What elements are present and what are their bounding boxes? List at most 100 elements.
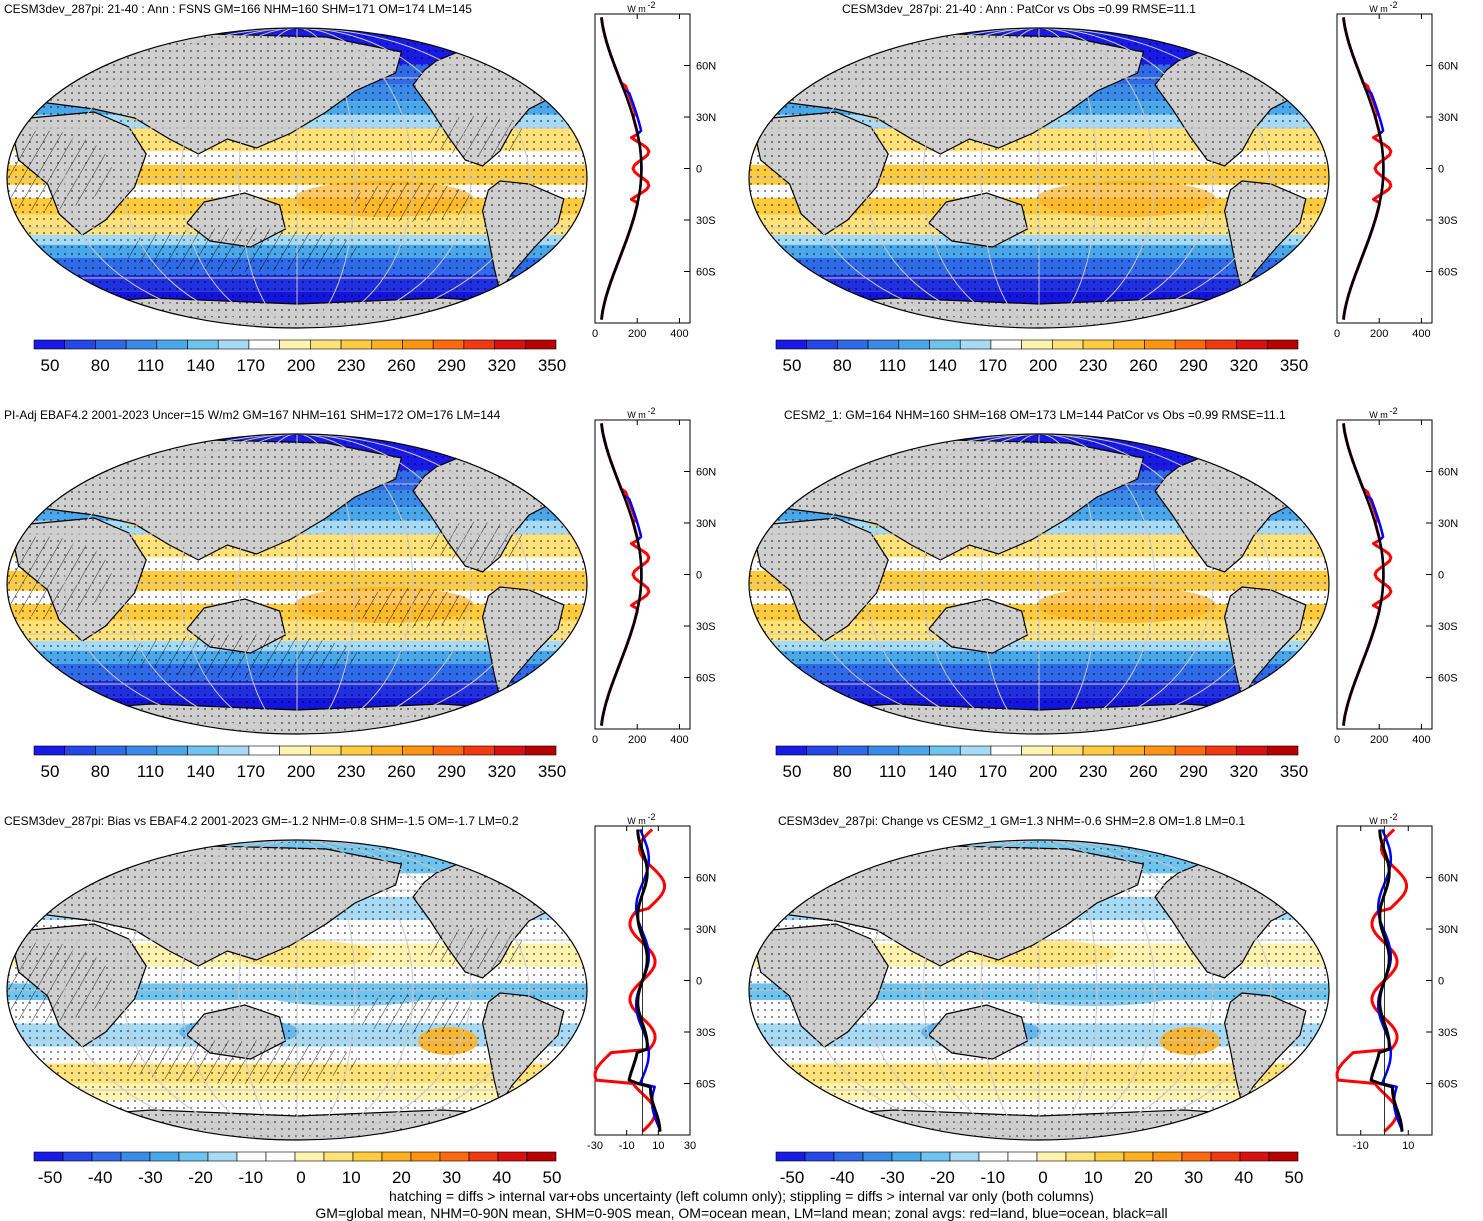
graticule-meridian [238,434,298,734]
colorbar-swatch [1123,1151,1154,1162]
colorbar-tick-label: 20 [1134,1168,1153,1187]
zonal-mean-plot: W m -2 0 200 400 60N 30N 0 30S 60S [592,0,716,340]
colorbar-swatch [1113,339,1145,350]
zonal-x-tick-label: 10 [1402,1140,1414,1152]
graticule-meridian [1038,28,1098,328]
panel-title: PI-Adj EBAF4.2 2001-2023 Uncer=15 W/m2 G… [4,408,501,422]
colorbar-swatch [439,1151,470,1162]
zonal-lat-label: 30S [1438,215,1458,227]
colorbar-swatch [33,745,66,756]
graticule-meridian [1038,840,1098,1140]
zonal-lat-label: 0 [696,976,702,988]
hatch-region [119,634,359,678]
zonal-x-tick-label: 0 [1334,328,1340,340]
colorbar-tick-label: 80 [833,762,852,781]
zonal-unit-label: W m [1369,4,1388,14]
colorbar-swatch [867,745,900,756]
colorbar-swatch [33,1151,64,1162]
zonal-lat-label: 30N [1438,518,1458,530]
colorbar-tick-label: 230 [337,356,365,375]
map-field [7,434,587,734]
colorbar-tick-label: 260 [387,762,415,781]
graticule-meridian [296,840,530,1140]
colorbar-swatch [1268,1151,1299,1162]
graticule-meridian [238,840,298,1140]
colorbar-swatch [248,745,280,756]
colorbar-swatch [929,339,961,350]
hatching [7,522,527,678]
colorbar-swatch [524,339,557,350]
map-field [7,840,587,1140]
colorbar-swatch [898,339,930,350]
graticule [7,840,587,1140]
zonal-mean-plot: W m -2 -30 -10 10 30 60N 30N 0 30S 60S [587,812,716,1152]
colorbar-swatch [62,1151,93,1162]
colorbar: -50 -40 -30 -20 -10 0 10 20 30 40 50 [775,1151,1303,1187]
colorbar-tick-label: -30 [880,1168,905,1187]
zonal-lat-label: 30N [696,518,716,530]
colorbar-tick-label: -50 [38,1168,63,1187]
colorbar-tick-label: 170 [237,356,265,375]
graticule-meridian [64,434,298,734]
colorbar-swatch [806,745,838,756]
graticule-meridian [864,28,1040,328]
zonal-line-all [1342,423,1385,726]
zonal-unit-label: W m [627,410,646,420]
zonal-x-tick-label: 200 [1370,734,1388,746]
colorbar-swatch [1065,1151,1096,1162]
graticule-meridian [238,28,298,328]
colorbar-tick-label: 290 [1179,356,1207,375]
zonal-mean-plot: W m -2 0 200 400 60N 30N 0 30S 60S [1334,406,1458,746]
graticule-meridian [180,28,298,328]
graticule-meridian [1038,434,1098,734]
colorbar-tick-label: 200 [287,356,315,375]
zonal-lat-label: 60N [696,61,716,73]
zonal-line-all [600,423,643,726]
colorbar-tick-label: 40 [1234,1168,1253,1187]
panel-title: CESM3dev_287pi: 21-40 : Ann : FSNS GM=16… [4,2,472,16]
graticule-meridian [1038,434,1272,734]
panel-figure: 50 80 110 140 170 200 230 260 290 320 350 W m -2 0 200… [6,0,716,375]
zonal-lat-label: 60S [1438,267,1458,279]
zonal-x-tick-label: 400 [1412,734,1430,746]
panel-figure: 50 80 110 140 170 200 230 260 290 320 350 W m -2 0 200… [748,406,1458,781]
graticule-meridian [922,840,1040,1140]
colorbar-swatch [1052,745,1084,756]
colorbar-swatch [432,339,465,350]
colorbar-tick-label: 0 [1038,1168,1047,1187]
zonal-lat-label: 30N [1438,112,1458,124]
colorbar-swatch [64,339,96,350]
colorbar-swatch [959,745,992,756]
colorbar-swatch [1205,745,1237,756]
colorbar-swatch [432,745,465,756]
colorbar-swatch [1036,1151,1067,1162]
colorbar-tick-label: 350 [538,356,566,375]
graticule-meridian [64,28,298,328]
colorbar-swatch [1082,745,1115,756]
zonal-unit-exponent: -2 [1390,406,1398,416]
colorbar-tick-label: 350 [1280,356,1308,375]
map-border [6,27,588,329]
map-field [749,28,1329,328]
zonal-x-tick-label: 200 [1370,328,1388,340]
zonal-unit-exponent: -2 [648,406,656,416]
zonal-x-tick-label: 0 [592,734,598,746]
map-field [7,28,587,328]
panel-title: CESM3dev_287pi: 21-40 : Ann : PatCor vs … [842,2,1196,16]
graticule-meridian [296,840,356,1140]
graticule-meridian [180,840,298,1140]
colorbar-swatch [837,339,869,350]
zonal-lat-label: 0 [696,570,702,582]
zonal-lat-label: 30S [1438,621,1458,633]
colorbar-tick-label: 10 [1084,1168,1103,1187]
graticule-meridian [806,840,1040,1140]
hatch-region [353,182,473,222]
zonal-unit-label: W m [1369,816,1388,826]
colorbar-swatch [867,339,900,350]
zonal-lat-label: 0 [1438,570,1444,582]
colorbar-swatch [959,339,992,350]
graticule-meridian [296,840,414,1140]
colorbar-tick-label: 40 [492,1168,511,1187]
map-border [6,839,588,1141]
hatch-region [7,942,112,1023]
